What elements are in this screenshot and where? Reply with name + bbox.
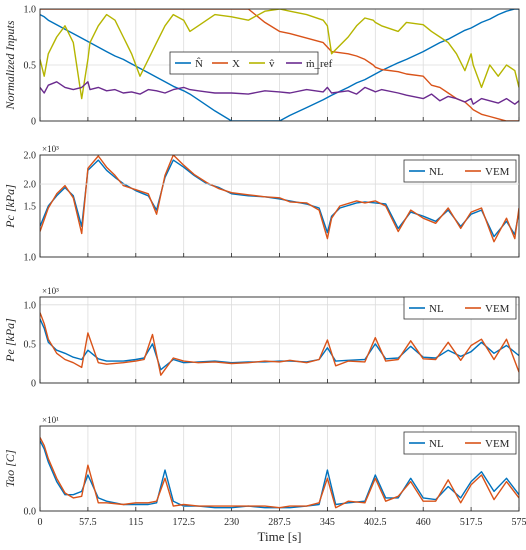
- x-tick-label: 287.5: [268, 517, 291, 528]
- axes-box: [39, 154, 520, 258]
- y-tick-label: 0.5: [24, 61, 37, 72]
- y-tick-label: 1.5: [24, 202, 37, 213]
- legend-label: X: [232, 58, 240, 70]
- legend-box: [403, 159, 517, 183]
- axis-multiplier: ×10³: [42, 286, 59, 296]
- x-tick-label: 172.5: [172, 517, 195, 528]
- y-axis-label: Pe [kPa]: [3, 318, 17, 363]
- y-tick-label: 0: [31, 117, 36, 128]
- x-tick-label: 0: [38, 517, 43, 528]
- axis-multiplier: ×10³: [42, 144, 59, 154]
- x-tick-label: 517.5: [460, 517, 483, 528]
- axes-box: [39, 296, 520, 384]
- y-tick-label: 1.0: [24, 5, 37, 16]
- legend-label: NL: [429, 438, 444, 450]
- y-axis-label: Tao [C]: [3, 449, 17, 487]
- series-line-4: [40, 81, 519, 105]
- y-tick-label: 2.0: [24, 180, 37, 191]
- axes-box: [39, 425, 520, 512]
- legend-label: v̂: [269, 58, 275, 70]
- legend-label: NL: [429, 303, 444, 315]
- panel-3: 0 0.5 1.0 ×10³ Pe [kPa] NL VEM: [3, 286, 520, 390]
- series-line-2: [40, 312, 519, 376]
- legend-label: VEM: [485, 438, 510, 450]
- y-axis-label: Pc [kPa]: [3, 184, 17, 229]
- series-line-2: [40, 437, 519, 509]
- y-axis-label: Normalized Inputs: [3, 20, 17, 110]
- panel-2: 1.0 1.5 2.0 ×10³ Pc [kPa] NL VEM: [3, 144, 520, 264]
- y-tick-label: 0.0: [24, 507, 37, 518]
- x-tick-label: 575: [512, 517, 526, 528]
- x-axis-label: Time [s]: [258, 529, 302, 544]
- legend-box: [403, 431, 517, 455]
- series-line-2: [40, 155, 519, 243]
- axis-multiplier: ×10¹: [42, 415, 59, 425]
- x-tick-label: 57.5: [79, 517, 97, 528]
- x-tick-label: 230: [224, 517, 239, 528]
- panel-4: 0.02.04.0057.5115172.5230287.5345402.546…: [3, 180, 526, 528]
- y-tick-label: 1.0: [24, 300, 37, 311]
- legend-label: ṁ_ref: [306, 58, 333, 70]
- axes-box: [39, 8, 520, 122]
- y-tick-label: 2.0: [24, 151, 37, 162]
- x-tick-label: 460: [416, 517, 431, 528]
- legend-label: NL: [429, 166, 444, 178]
- series-line-1: [40, 9, 519, 121]
- series-line-3: [40, 9, 519, 100]
- y-tick-label: 0.5: [24, 339, 37, 350]
- x-tick-label: 402.5: [364, 517, 387, 528]
- x-tick-label: 115: [128, 517, 143, 528]
- series-line-1: [40, 440, 519, 509]
- legend-box: [169, 51, 319, 75]
- x-tick-label: 345: [320, 517, 335, 528]
- y-tick-label: 0: [31, 379, 36, 390]
- legend-box: [403, 296, 517, 320]
- y-tick-label: 1.0: [24, 253, 37, 264]
- legend-label: VEM: [485, 303, 510, 315]
- legend-label: VEM: [485, 166, 510, 178]
- legend-label: N̂: [195, 57, 203, 70]
- series-line-1: [40, 318, 519, 371]
